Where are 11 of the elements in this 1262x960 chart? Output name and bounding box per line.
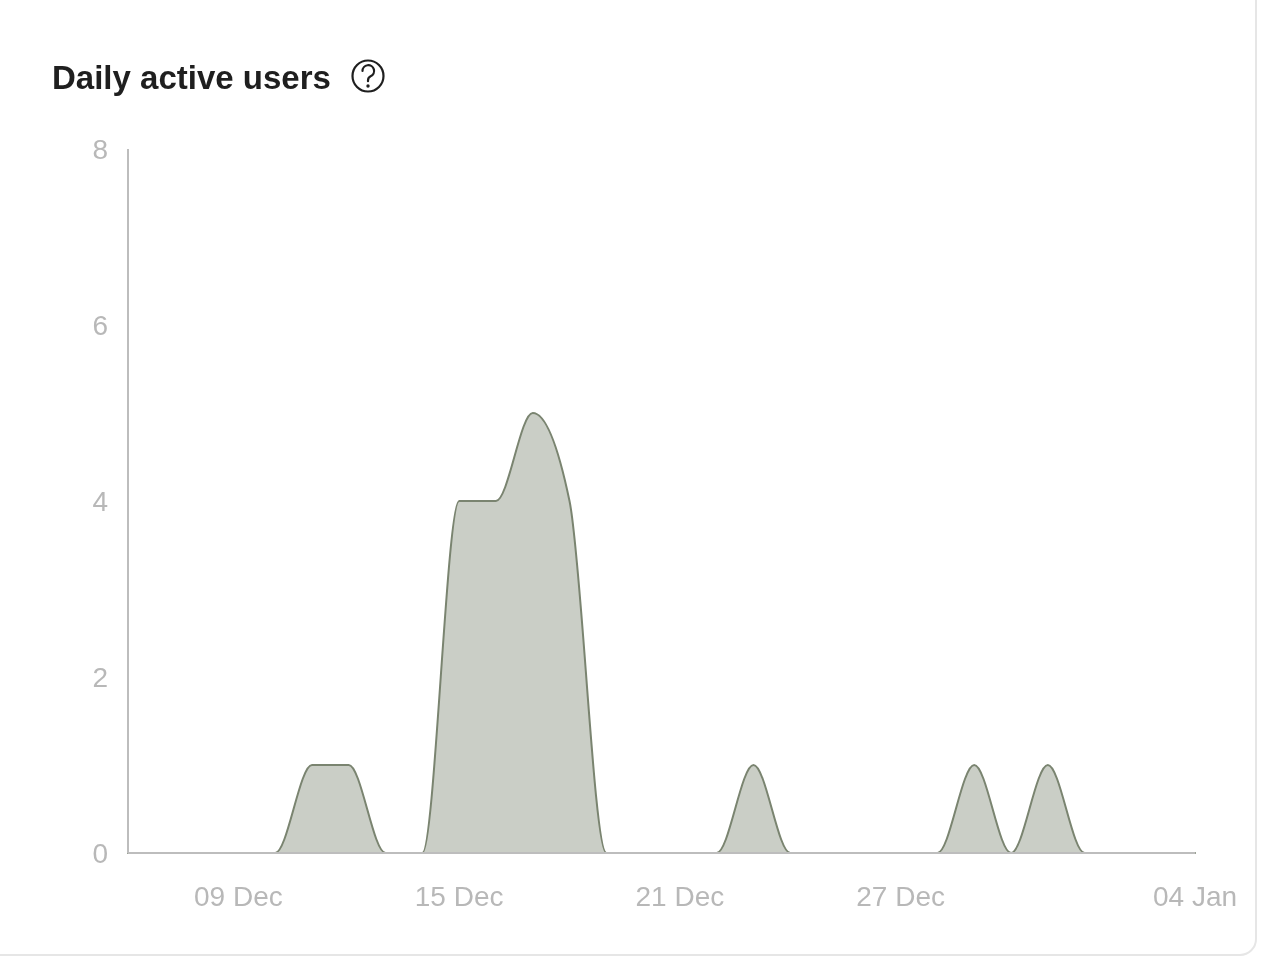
x-tick-label: 21 Dec xyxy=(635,880,725,912)
y-tick-label: 0 xyxy=(92,837,108,869)
x-tick-label: 04 Jan xyxy=(1152,880,1238,912)
x-tick-label: 27 Dec xyxy=(856,880,946,912)
y-tick-label: 6 xyxy=(92,309,108,341)
x-tick-label: 15 Dec xyxy=(414,880,504,912)
chart-title: Daily active users xyxy=(52,59,331,96)
x-tick-label: 09 Dec xyxy=(194,880,283,912)
y-tick-label: 2 xyxy=(92,661,108,693)
y-tick-label: 4 xyxy=(92,485,108,517)
y-tick-label: 8 xyxy=(92,133,108,165)
